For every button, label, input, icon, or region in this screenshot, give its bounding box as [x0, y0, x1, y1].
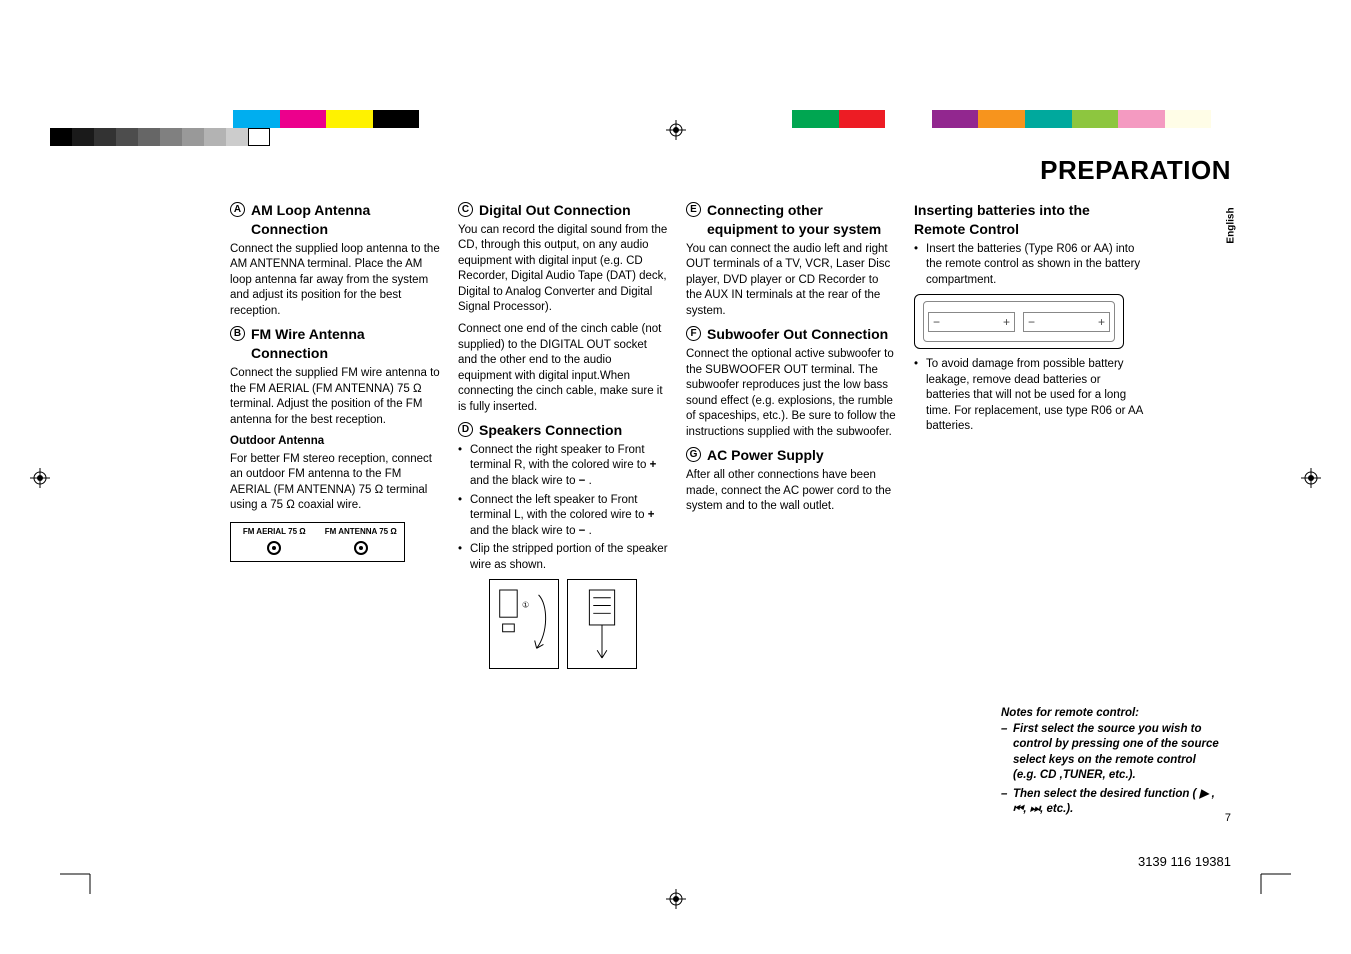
speaker-panel-2 [567, 579, 637, 669]
section-a-title: AM Loop Antenna Connection [251, 201, 440, 239]
speaker-panel-1: ① [489, 579, 559, 669]
letter-f-icon: F [686, 326, 701, 341]
section-h-list-2: To avoid damage from possible battery le… [914, 357, 1144, 435]
section-h-title: Inserting batteries into the Remote Cont… [914, 201, 1144, 239]
remote-control-notes: Notes for remote control: First select t… [1001, 706, 1221, 824]
content-columns: A AM Loop Antenna Connection Connect the… [230, 195, 1250, 669]
section-c-p1: You can record the digital sound from th… [458, 223, 668, 316]
page-title: PREPARATION [1040, 155, 1231, 186]
list-item: Insert the batteries (Type R06 or AA) in… [914, 242, 1144, 289]
fm-antenna-text: FM ANTENNA 75 Ω [325, 527, 397, 536]
plus-icon: + [648, 509, 655, 521]
svg-text:①: ① [522, 601, 529, 610]
section-c-heading: C Digital Out Connection [458, 201, 668, 220]
section-a-body: Connect the supplied loop antenna to the… [230, 242, 440, 320]
section-e-heading: E Connecting other equipment to your sys… [686, 201, 896, 239]
footer-code: 3139 116 19381 [1138, 854, 1231, 869]
battery-icon: −+ [1023, 312, 1110, 332]
page-number: 7 [1225, 812, 1231, 824]
letter-b-icon: B [230, 326, 245, 341]
section-a-heading: A AM Loop Antenna Connection [230, 201, 440, 239]
fm-antenna-label: FM ANTENNA 75 Ω [318, 523, 405, 561]
section-b-sub-body: For better FM stereo reception, connect … [230, 452, 440, 514]
crop-mark-icon [1251, 854, 1291, 894]
fm-aerial-label: FM AERIAL 75 Ω [231, 523, 318, 561]
jack-icon [354, 541, 368, 555]
registration-mark-icon [30, 468, 50, 488]
battery-compartment-figure: −+ −+ [914, 294, 1124, 349]
section-e-title: Connecting other equipment to your syste… [707, 201, 896, 239]
section-g-title: AC Power Supply [707, 446, 896, 465]
fm-aerial-text: FM AERIAL 75 Ω [243, 527, 306, 536]
section-b-heading: B FM Wire Antenna Connection [230, 325, 440, 363]
letter-e-icon: E [686, 202, 701, 217]
section-f-heading: F Subwoofer Out Connection [686, 325, 896, 344]
list-item: Connect the right speaker to Front termi… [458, 443, 668, 490]
notes-lead: Notes for remote control: [1001, 706, 1221, 722]
column-3: E Connecting other equipment to your sys… [686, 195, 896, 669]
list-item: First select the source you wish to cont… [1001, 722, 1221, 784]
letter-a-icon: A [230, 202, 245, 217]
battery-icon: −+ [928, 312, 1015, 332]
section-c-p2: Connect one end of the cinch cable (not … [458, 322, 668, 415]
column-1: A AM Loop Antenna Connection Connect the… [230, 195, 440, 669]
jack-icon [267, 541, 281, 555]
section-g-body: After all other connections have been ma… [686, 468, 896, 515]
section-b-subhead: Outdoor Antenna [230, 434, 440, 450]
column-2: C Digital Out Connection You can record … [458, 195, 668, 669]
letter-c-icon: C [458, 202, 473, 217]
list-item: Connect the left speaker to Front termin… [458, 493, 668, 540]
section-f-body: Connect the optional active subwoofer to… [686, 347, 896, 440]
section-h-list-1: Insert the batteries (Type R06 or AA) in… [914, 242, 1144, 289]
plus-icon: + [650, 459, 657, 471]
section-c-title: Digital Out Connection [479, 201, 668, 220]
list-item: To avoid damage from possible battery le… [914, 357, 1144, 435]
section-d-title: Speakers Connection [479, 421, 668, 440]
section-f-title: Subwoofer Out Connection [707, 325, 896, 344]
registration-mark-icon [1301, 468, 1321, 488]
section-g-heading: G AC Power Supply [686, 446, 896, 465]
registration-mark-icon [666, 889, 686, 909]
speaker-wire-figure: ① [458, 579, 668, 669]
registration-mark-icon [666, 120, 686, 140]
antenna-terminal-figure: FM AERIAL 75 Ω FM ANTENNA 75 Ω [230, 522, 405, 562]
section-d-heading: D Speakers Connection [458, 421, 668, 440]
section-e-body: You can connect the audio left and right… [686, 242, 896, 320]
list-item: Clip the stripped portion of the speaker… [458, 542, 668, 573]
section-h-heading: Inserting batteries into the Remote Cont… [914, 201, 1144, 239]
column-4: Inserting batteries into the Remote Cont… [914, 195, 1144, 669]
print-grey-scale [50, 128, 270, 146]
letter-d-icon: D [458, 422, 473, 437]
crop-mark-icon [60, 854, 100, 894]
section-b-body: Connect the supplied FM wire antenna to … [230, 366, 440, 428]
section-b-title: FM Wire Antenna Connection [251, 325, 440, 363]
letter-g-icon: G [686, 447, 701, 462]
section-d-list: Connect the right speaker to Front termi… [458, 443, 668, 573]
list-item: Then select the desired function ( ▶ , ⏮… [1001, 787, 1221, 818]
